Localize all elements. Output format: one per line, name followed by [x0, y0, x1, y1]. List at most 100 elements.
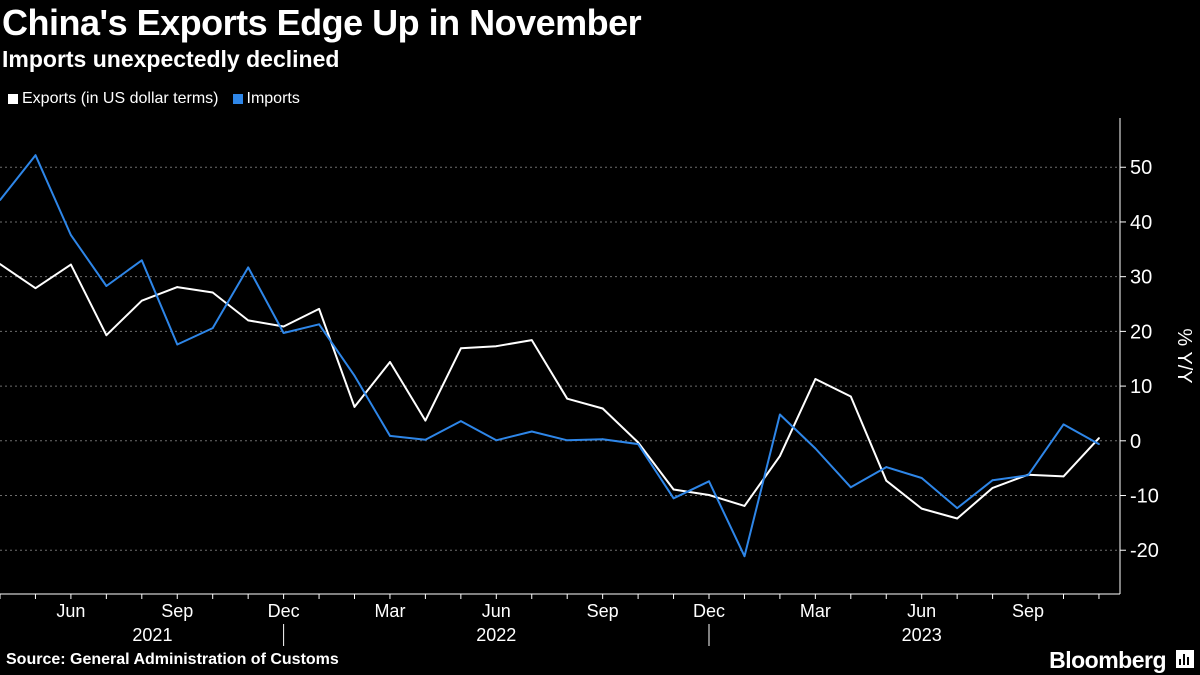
data-point-imports — [282, 332, 285, 334]
data-point-exports — [566, 397, 569, 400]
data-point-imports — [601, 438, 604, 441]
data-point-exports — [105, 334, 108, 337]
axis-labels: 50 40 30 20 10 0 -10 -20 Jun Sep Dec Mar Jun Sep Dec Ma… — [56, 157, 1195, 645]
data-point-exports — [424, 419, 427, 422]
x-tick-label: Jun — [907, 601, 936, 621]
data-point-exports — [0, 263, 1, 265]
data-point-exports — [353, 405, 356, 408]
data-point-imports — [318, 323, 320, 326]
data-point-imports — [424, 438, 427, 441]
data-point-exports — [70, 263, 72, 266]
data-point-imports — [991, 479, 994, 482]
legend-item-exports: Exports (in US dollar terms) — [8, 90, 219, 108]
data-point-exports — [1062, 475, 1065, 478]
data-point-imports — [956, 507, 959, 510]
data-point-exports — [140, 299, 143, 302]
legend-swatch-imports — [232, 94, 243, 104]
data-point-exports — [885, 479, 888, 482]
x-tick-label: Sep — [161, 601, 193, 621]
legend-item-imports: Imports — [232, 90, 300, 108]
legend-label-imports: Imports — [246, 90, 300, 107]
data-point-exports — [1098, 437, 1100, 439]
chart-title: China's Exports Edge Up in November — [2, 2, 642, 43]
grid-lines — [0, 166, 1120, 551]
y-tick-label: 0 — [1130, 431, 1141, 453]
data-point-imports — [1027, 474, 1029, 477]
x-tick-label: Sep — [1012, 601, 1044, 621]
data-point-exports — [601, 407, 604, 410]
data-point-imports — [353, 374, 356, 377]
data-point-imports — [247, 266, 250, 269]
bloomberg-chart-icon — [1176, 650, 1194, 668]
y-tick-label: 50 — [1130, 157, 1152, 179]
data-point-exports — [849, 395, 852, 398]
data-point-imports — [885, 466, 888, 468]
x-year-label: 2023 — [902, 625, 942, 645]
legend: Exports (in US dollar terms) Imports — [8, 90, 300, 108]
data-point-imports — [389, 434, 391, 437]
data-point-imports — [70, 234, 72, 236]
y-tick-label: 40 — [1130, 212, 1152, 234]
data-point-imports — [672, 497, 675, 500]
data-point-exports — [814, 378, 817, 380]
data-point-imports — [1062, 423, 1065, 426]
data-point-imports — [779, 413, 781, 416]
x-year-label: 2021 — [132, 625, 172, 645]
x-tick-label: Dec — [268, 601, 300, 621]
data-point-imports — [566, 439, 569, 442]
y-tick-label: -20 — [1130, 540, 1159, 562]
x-year-label: 2022 — [476, 625, 516, 645]
x-tick-label: Mar — [374, 601, 405, 621]
x-tick-label: Dec — [693, 601, 725, 621]
x-tick-label: Jun — [56, 601, 85, 621]
data-point-imports — [920, 477, 923, 479]
series-group — [0, 154, 1100, 558]
data-point-exports — [708, 494, 710, 496]
data-point-imports — [743, 555, 746, 558]
chart-subtitle: Imports unexpectedly declined — [2, 46, 340, 72]
series-line-imports — [0, 154, 1100, 558]
data-point-exports — [956, 517, 959, 520]
bloomberg-logo: Bloomberg — [1049, 647, 1166, 673]
data-point-imports — [530, 430, 533, 433]
data-point-exports — [389, 361, 391, 363]
series-line-exports — [0, 263, 1100, 520]
y-tick-label: -10 — [1130, 486, 1159, 508]
data-point-exports — [991, 486, 994, 489]
data-point-exports — [920, 507, 923, 510]
data-point-exports — [176, 286, 179, 288]
source-note: Source: General Administration of Custom… — [6, 651, 339, 668]
data-point-imports — [495, 439, 498, 442]
data-point-exports — [211, 291, 214, 294]
data-point-imports — [140, 259, 143, 262]
y-axis-title: % Y/Y — [1173, 328, 1195, 383]
data-point-imports — [0, 199, 1, 201]
legend-label-exports: Exports (in US dollar terms) — [22, 90, 219, 107]
x-tick-label: Jun — [482, 601, 511, 621]
data-point-exports — [247, 319, 250, 322]
y-tick-label: 20 — [1130, 321, 1152, 343]
axes — [0, 118, 1126, 646]
y-tick-label: 30 — [1130, 267, 1152, 289]
data-point-exports — [530, 339, 533, 342]
data-point-exports — [459, 347, 462, 350]
data-point-imports — [637, 443, 639, 445]
data-point-imports — [105, 285, 108, 287]
data-point-imports — [849, 486, 852, 489]
data-point-exports — [282, 325, 285, 328]
data-point-exports — [672, 488, 675, 491]
data-point-imports — [176, 343, 179, 346]
data-point-imports — [34, 154, 37, 157]
data-point-exports — [637, 441, 639, 444]
x-tick-label: Sep — [587, 601, 619, 621]
data-point-exports — [779, 455, 781, 458]
data-point-imports — [211, 327, 214, 329]
data-point-exports — [743, 505, 746, 507]
data-point-exports — [495, 345, 498, 348]
data-point-exports — [318, 308, 320, 310]
data-point-imports — [814, 447, 817, 450]
data-point-imports — [708, 480, 710, 483]
y-tick-label: 10 — [1130, 376, 1152, 398]
data-point-exports — [34, 287, 37, 290]
